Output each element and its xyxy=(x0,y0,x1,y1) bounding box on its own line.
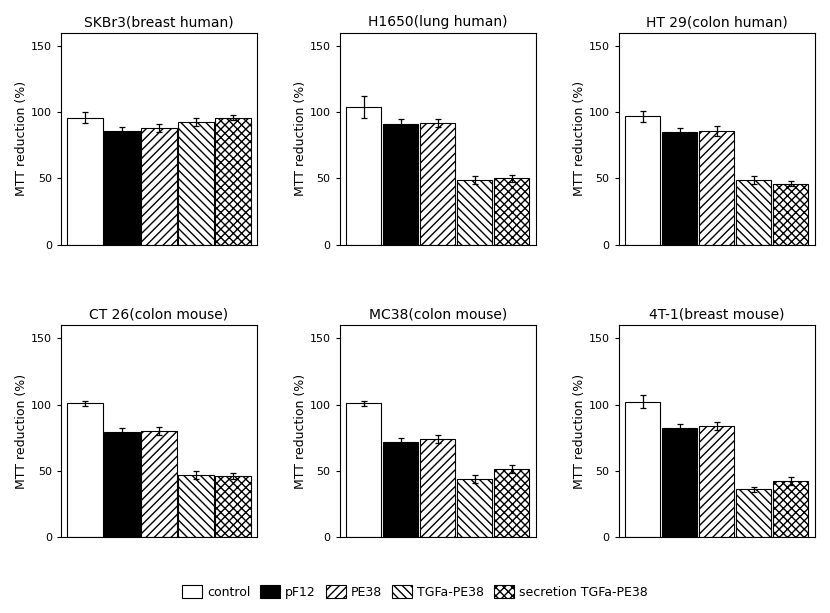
Bar xyxy=(495,470,530,537)
Bar xyxy=(105,432,139,537)
Bar xyxy=(141,128,177,245)
Bar xyxy=(699,131,735,245)
Title: 4T-1(breast mouse): 4T-1(breast mouse) xyxy=(649,307,784,321)
Title: SKBr3(breast human): SKBr3(breast human) xyxy=(84,15,234,29)
Y-axis label: MTT reduction (%): MTT reduction (%) xyxy=(15,82,28,196)
Bar xyxy=(699,425,735,537)
Y-axis label: MTT reduction (%): MTT reduction (%) xyxy=(573,373,586,489)
Bar xyxy=(736,180,771,245)
Bar xyxy=(420,439,456,537)
Bar xyxy=(346,107,382,245)
Bar xyxy=(736,489,771,537)
Bar xyxy=(105,131,139,245)
Bar xyxy=(625,402,661,537)
Bar xyxy=(216,118,251,245)
Bar xyxy=(383,124,418,245)
Bar xyxy=(67,118,103,245)
Bar xyxy=(178,121,213,245)
Title: H1650(lung human): H1650(lung human) xyxy=(369,15,508,29)
Bar xyxy=(662,132,697,245)
Bar xyxy=(662,428,697,537)
Bar xyxy=(67,403,103,537)
Legend: control, pF12, PE38, TGFa-PE38, secretion TGFa-PE38: control, pF12, PE38, TGFa-PE38, secretio… xyxy=(177,580,653,604)
Bar xyxy=(774,481,808,537)
Bar xyxy=(346,403,382,537)
Y-axis label: MTT reduction (%): MTT reduction (%) xyxy=(15,373,28,489)
Bar xyxy=(216,476,251,537)
Bar xyxy=(457,479,492,537)
Bar xyxy=(495,178,530,245)
Title: MC38(colon mouse): MC38(colon mouse) xyxy=(369,307,507,321)
Y-axis label: MTT reduction (%): MTT reduction (%) xyxy=(294,373,307,489)
Title: HT 29(colon human): HT 29(colon human) xyxy=(646,15,788,29)
Bar xyxy=(383,441,418,537)
Bar xyxy=(420,123,456,245)
Y-axis label: MTT reduction (%): MTT reduction (%) xyxy=(573,82,586,196)
Y-axis label: MTT reduction (%): MTT reduction (%) xyxy=(294,82,307,196)
Bar xyxy=(625,116,661,245)
Bar xyxy=(774,184,808,245)
Bar xyxy=(141,431,177,537)
Bar xyxy=(457,180,492,245)
Bar xyxy=(178,474,213,537)
Title: CT 26(colon mouse): CT 26(colon mouse) xyxy=(90,307,228,321)
